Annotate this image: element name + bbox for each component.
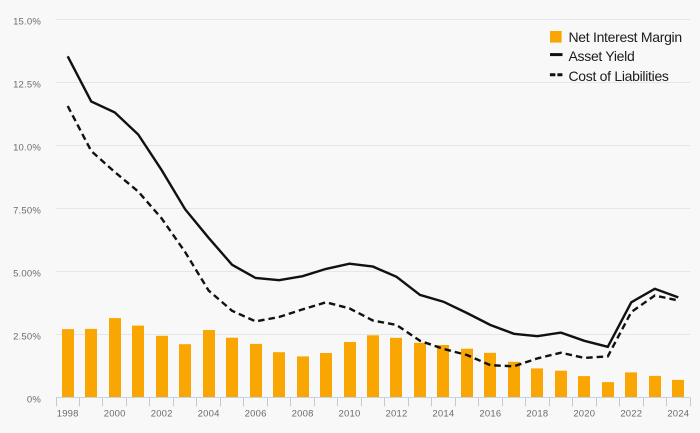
svg-text:2016: 2016 xyxy=(479,408,501,419)
svg-text:2018: 2018 xyxy=(526,408,548,419)
svg-text:Cost of Liabilities: Cost of Liabilities xyxy=(569,68,669,84)
svg-text:5.00%: 5.00% xyxy=(13,269,41,280)
svg-text:0%: 0% xyxy=(27,395,41,406)
svg-text:Asset Yield: Asset Yield xyxy=(569,48,635,64)
svg-text:10.0%: 10.0% xyxy=(13,143,41,154)
svg-text:1998: 1998 xyxy=(57,408,79,419)
svg-text:2008: 2008 xyxy=(292,408,314,419)
svg-text:2002: 2002 xyxy=(151,408,173,419)
svg-text:2000: 2000 xyxy=(104,408,126,419)
svg-text:2014: 2014 xyxy=(432,408,454,419)
svg-text:7.50%: 7.50% xyxy=(13,206,41,217)
svg-text:2020: 2020 xyxy=(573,408,595,419)
svg-text:2012: 2012 xyxy=(386,408,408,419)
svg-text:2010: 2010 xyxy=(339,408,361,419)
svg-text:12.5%: 12.5% xyxy=(13,80,41,91)
svg-text:2006: 2006 xyxy=(245,408,267,419)
svg-text:2022: 2022 xyxy=(620,408,642,419)
svg-text:Net Interest Margin: Net Interest Margin xyxy=(569,29,682,45)
svg-text:2.50%: 2.50% xyxy=(13,332,41,343)
svg-text:15.0%: 15.0% xyxy=(13,17,41,28)
svg-text:2024: 2024 xyxy=(667,408,689,419)
svg-text:2004: 2004 xyxy=(198,408,220,419)
